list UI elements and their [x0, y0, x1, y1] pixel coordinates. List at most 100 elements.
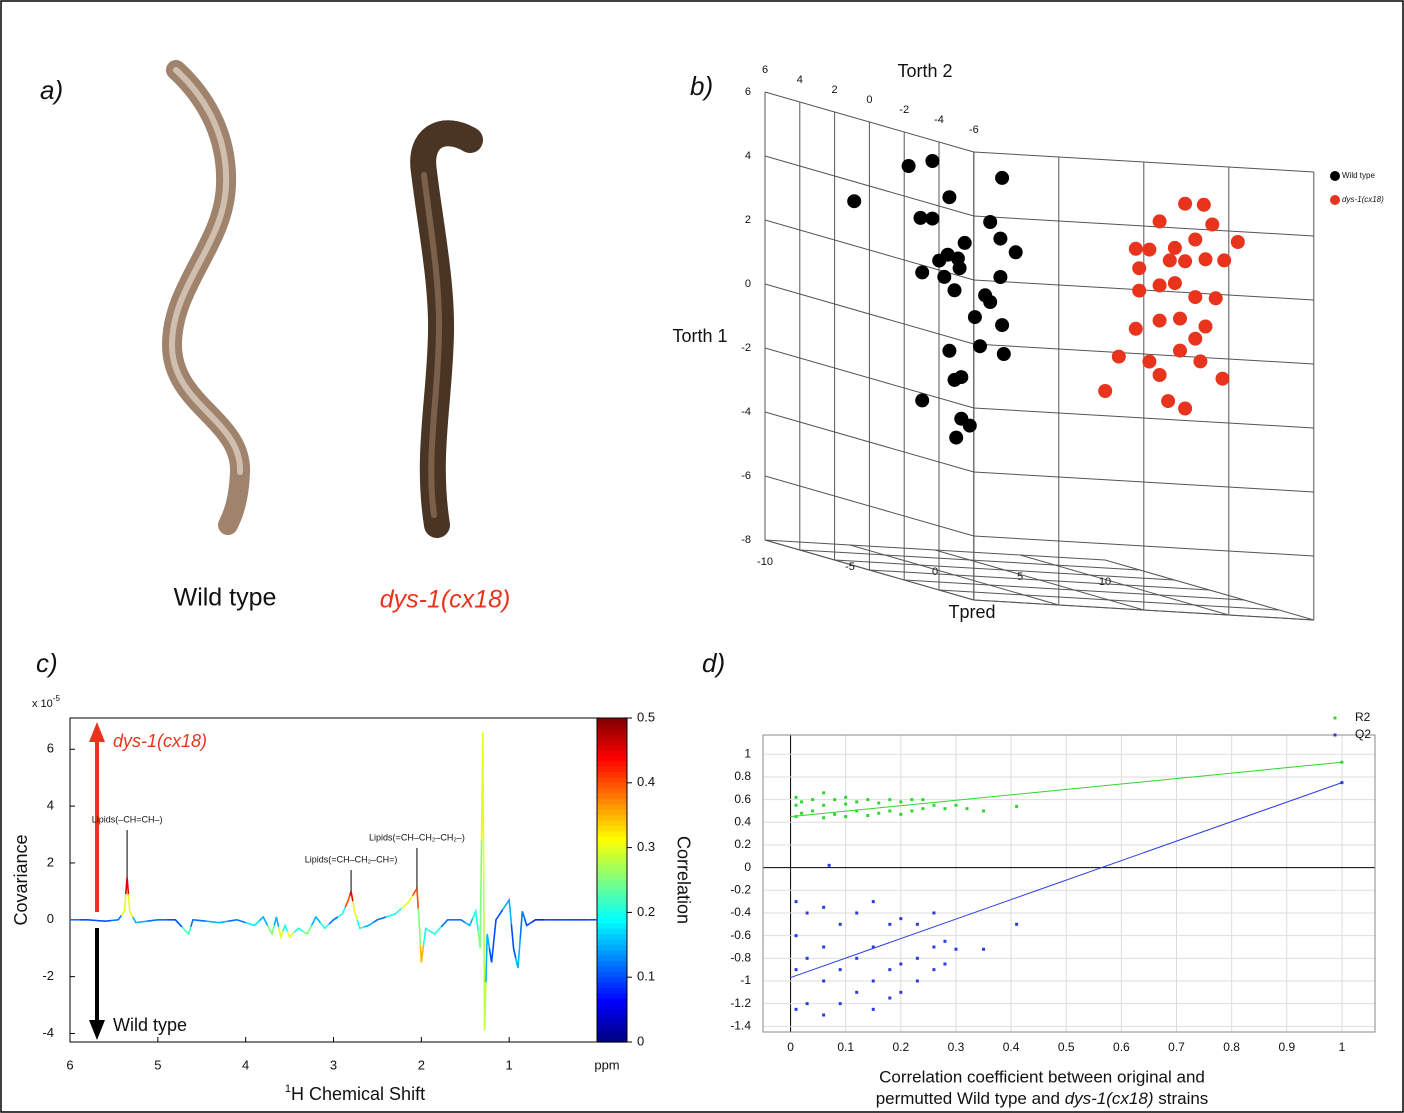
colorbar-cell: [597, 863, 627, 870]
point: [937, 269, 952, 284]
y-tick-label: -4: [42, 1025, 54, 1040]
y-tick-label: -0.4: [730, 905, 751, 919]
point: [982, 947, 986, 951]
point: [822, 945, 826, 949]
spectrum-segment: [319, 922, 330, 930]
colorbar-cell: [597, 750, 627, 757]
colorbar-cell: [597, 977, 627, 984]
arrow-label: Wild type: [113, 1015, 187, 1035]
colorbar-title: Correlation: [673, 836, 693, 924]
spectrum-segment: [454, 918, 466, 924]
spectrum-segment: [293, 927, 304, 934]
y-tick-label: 0: [47, 911, 54, 926]
y-tick-label: 0.2: [734, 837, 751, 851]
point: [805, 956, 809, 960]
x-tick-label: -10: [757, 556, 773, 568]
point: [943, 807, 947, 811]
spectrum-segment: [282, 923, 289, 932]
colorbar-cell: [597, 1020, 627, 1027]
spectrum-segment: [372, 916, 387, 924]
spectrum-segment: [523, 918, 532, 927]
y-tick-label: -1.2: [730, 996, 751, 1010]
colorbar-cell: [597, 907, 627, 913]
point: [877, 801, 881, 805]
point: [921, 807, 925, 811]
y-unit: x 10-5: [32, 694, 60, 710]
colorbar-cell: [597, 1036, 627, 1043]
spectrum-segment: [480, 732, 485, 882]
y-tick-label: 2: [745, 214, 751, 226]
y-unit-base: x 10: [32, 698, 53, 710]
spectrum-segment: [464, 918, 474, 927]
panel-label: c): [36, 648, 58, 678]
point: [921, 798, 925, 802]
y-tick-label: -2: [42, 968, 54, 983]
colorbar-cell: [597, 917, 627, 924]
colorbar-cell: [597, 826, 627, 832]
spectrum-segment: [471, 908, 479, 930]
spectrum-segment: [482, 881, 487, 1031]
spectrum-segment: [132, 916, 147, 924]
colorbar-cell: [597, 988, 627, 994]
point: [1230, 235, 1245, 249]
colorbar-cell: [597, 847, 627, 854]
point: [822, 803, 826, 807]
y-tick-label: 4: [47, 798, 54, 813]
point: [822, 1013, 826, 1017]
spectrum-segment: [273, 916, 280, 928]
point: [811, 798, 815, 802]
point: [866, 798, 870, 802]
point: [947, 283, 962, 298]
spectrum-segment: [485, 933, 491, 983]
legend-label: dys-1(cx18): [1342, 195, 1384, 204]
legend-marker: [1330, 171, 1340, 181]
point: [1188, 290, 1203, 305]
point: [838, 922, 842, 926]
point: [822, 816, 826, 820]
colorbar-cell: [597, 799, 627, 805]
point: [1178, 196, 1193, 211]
colorbar-cell: [597, 1009, 627, 1016]
colorbar-cell: [597, 955, 627, 962]
colorbar-cell: [597, 934, 627, 940]
point: [915, 922, 919, 926]
spectrum-segment: [124, 877, 130, 895]
point: [1167, 240, 1182, 255]
point: [954, 947, 958, 951]
point: [1188, 331, 1203, 346]
point: [1208, 291, 1223, 306]
y-tick-label: 6: [47, 741, 54, 756]
point: [844, 795, 848, 799]
z-tick-label: 0: [866, 94, 872, 106]
spectrum-segment: [493, 909, 504, 942]
point: [932, 803, 936, 807]
point: [871, 979, 875, 983]
x-tick-label: 0: [932, 566, 938, 578]
y-tick-label: 0: [744, 860, 751, 874]
colorbar-cell: [597, 739, 627, 746]
spectrum-segment: [206, 920, 229, 924]
point: [888, 922, 892, 926]
point: [1178, 401, 1193, 416]
point: [993, 231, 1008, 246]
colorbar-cell: [597, 928, 627, 935]
colorbar-frame: [596, 717, 628, 1043]
colorbar-tick-label: 0.2: [637, 904, 655, 919]
point: [888, 809, 892, 813]
y-tick-label: -8: [741, 534, 751, 546]
x-tick-label: 5: [154, 1057, 161, 1072]
x-unit: ppm: [594, 1057, 619, 1072]
panel-label: b): [690, 71, 713, 101]
spectrum-segment: [111, 915, 123, 922]
point: [811, 809, 815, 813]
spectrum-segment: [352, 901, 358, 921]
annotation: Lipids(=CH–CH₂–CH=): [305, 854, 398, 864]
colorbar-cell: [597, 874, 627, 881]
spectrum-segment: [286, 930, 295, 939]
x-tick-label: 0.1: [837, 1040, 854, 1054]
colorbar-cell: [597, 993, 627, 1000]
z-axis-title: Torth 2: [897, 61, 952, 81]
point: [901, 159, 916, 173]
point: [805, 1002, 809, 1006]
